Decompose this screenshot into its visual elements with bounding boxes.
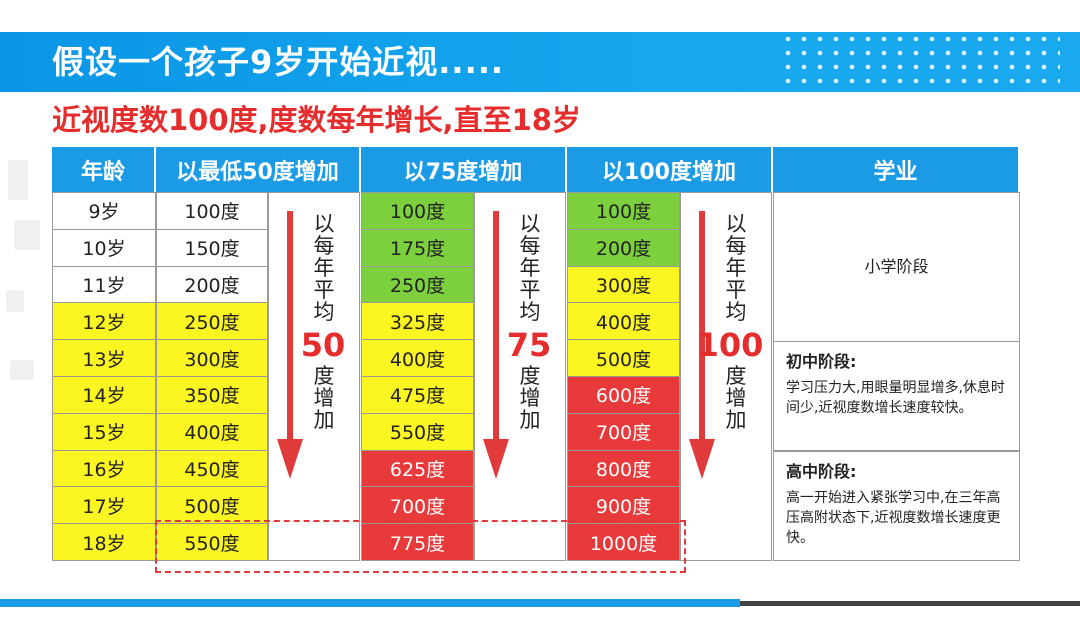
degree-75-cell: 775度 — [361, 523, 474, 561]
degree-50-cell: 400度 — [156, 412, 268, 451]
age-cell: 15岁 — [52, 412, 156, 451]
degree-50-cell: 100度 — [156, 192, 268, 230]
degree-50-cell: 450度 — [156, 449, 268, 488]
arrow-bottom-text: 度增加 — [519, 364, 541, 432]
column-header: 学业 — [773, 147, 1020, 192]
degree-100-cell: 600度 — [567, 376, 680, 414]
arrow-top-text: 以每年平均 — [313, 212, 335, 324]
stage-primary-label: 小学阶段 — [864, 257, 929, 277]
background-decoration — [0, 150, 50, 430]
degree-50-cell: 500度 — [156, 486, 268, 525]
page-title: 假设一个孩子9岁开始近视..... — [52, 43, 505, 81]
arrow-rate-number: 100 — [696, 326, 764, 364]
degree-100-cell: 200度 — [567, 228, 680, 267]
degree-50-cell: 550度 — [156, 523, 268, 561]
degree-50-cell: 350度 — [156, 376, 268, 414]
stage-description: 学习压力大,用眼量明显增多,休息时间少,近视度数增长速度较快。 — [786, 380, 1005, 417]
degree-100-cell: 1000度 — [567, 523, 680, 561]
degree-50-cell: 300度 — [156, 339, 268, 377]
degree-100-cell: 700度 — [567, 412, 680, 451]
column-header: 年龄 — [52, 147, 156, 192]
age-cell: 18岁 — [52, 523, 156, 561]
degree-75-cell: 400度 — [361, 339, 474, 377]
arrow-bottom-text: 度增加 — [313, 364, 335, 432]
age-cell: 13岁 — [52, 339, 156, 377]
footer-line-dark — [740, 601, 1080, 606]
degree-75-cell: 625度 — [361, 449, 474, 488]
age-cell: 17岁 — [52, 486, 156, 525]
degree-100-cell: 300度 — [567, 265, 680, 304]
title-banner: 假设一个孩子9岁开始近视..... — [0, 32, 1080, 92]
arrow-column-100: 以每年平均 100 度增加 — [680, 192, 772, 561]
degree-75-cell: 325度 — [361, 302, 474, 341]
stage-title: 初中阶段: — [786, 352, 857, 372]
highlight-dashed-box — [155, 520, 686, 573]
degree-100-cell: 500度 — [567, 339, 680, 377]
degree-100-cell: 400度 — [567, 302, 680, 341]
arrow-head — [689, 439, 715, 479]
age-cell: 14岁 — [52, 376, 156, 414]
degree-75-cell: 700度 — [361, 486, 474, 525]
arrow-rate-number: 50 — [300, 326, 346, 364]
stage-title: 高中阶段: — [786, 461, 857, 481]
arrow-rate-number: 75 — [506, 326, 552, 364]
arrow-head — [277, 439, 303, 479]
degree-100-cell: 900度 — [567, 486, 680, 525]
age-cell: 16岁 — [52, 449, 156, 488]
footer-line-blue — [0, 599, 740, 607]
down-arrow-icon — [277, 211, 303, 479]
arrow-shaft — [493, 211, 499, 446]
degree-100-cell: 800度 — [567, 449, 680, 488]
stage-middle-cell: 初中阶段: 学习压力大,用眼量明显增多,休息时间少,近视度数增长速度较快。 — [773, 341, 1020, 451]
arrow-column-50: 以每年平均 50 度增加 — [268, 192, 360, 561]
degree-50-cell: 250度 — [156, 302, 268, 341]
arrow-shaft — [699, 211, 705, 446]
down-arrow-icon — [689, 211, 715, 479]
age-cell: 9岁 — [52, 192, 156, 230]
myopia-table: 年龄 以最低50度增加 以75度增加 以100度增加 学业 9岁 100度 100度 100度 1… — [52, 147, 1020, 562]
degree-75-cell: 250度 — [361, 265, 474, 304]
arrow-head — [483, 439, 509, 479]
arrow-column-75: 以每年平均 75 度增加 — [474, 192, 566, 561]
degree-75-cell: 175度 — [361, 228, 474, 267]
arrow-bottom-text: 度增加 — [725, 364, 747, 432]
page-subtitle: 近视度数100度,度数每年增长,直至18岁 — [52, 103, 581, 137]
down-arrow-icon — [483, 211, 509, 479]
degree-75-cell: 475度 — [361, 376, 474, 414]
age-cell: 12岁 — [52, 302, 156, 341]
stage-description: 高一开始进入紧张学习中,在三年高压高附状态下,近视度数增长速度更快。 — [786, 489, 1001, 546]
degree-50-cell: 200度 — [156, 265, 268, 304]
arrow-top-text: 以每年平均 — [519, 212, 541, 324]
dot-pattern-decoration — [780, 32, 1060, 92]
column-header: 以最低50度增加 — [156, 147, 361, 192]
stage-high-cell: 高中阶段: 高一开始进入紧张学习中,在三年高压高附状态下,近视度数增长速度更快。 — [773, 450, 1020, 561]
column-header: 以75度增加 — [361, 147, 567, 192]
arrow-top-text: 以每年平均 — [725, 212, 747, 324]
age-cell: 11岁 — [52, 265, 156, 304]
degree-50-cell: 150度 — [156, 228, 268, 267]
age-cell: 10岁 — [52, 228, 156, 267]
degree-75-cell: 100度 — [361, 192, 474, 230]
degree-75-cell: 550度 — [361, 412, 474, 451]
column-header: 以100度增加 — [567, 147, 773, 192]
degree-100-cell: 100度 — [567, 192, 680, 230]
arrow-shaft — [287, 211, 293, 446]
stage-primary-cell: 小学阶段 — [773, 192, 1020, 343]
